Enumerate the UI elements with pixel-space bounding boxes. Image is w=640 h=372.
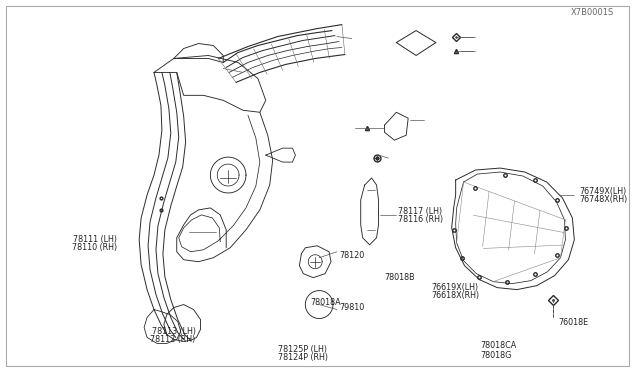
Text: 76749X(LH): 76749X(LH) bbox=[579, 187, 627, 196]
Text: 78018CA: 78018CA bbox=[481, 341, 516, 350]
Text: 78113 (LH): 78113 (LH) bbox=[152, 327, 196, 336]
Text: 78117 (LH): 78117 (LH) bbox=[398, 208, 442, 217]
Text: 78018G: 78018G bbox=[481, 351, 512, 360]
Text: 78125P (LH): 78125P (LH) bbox=[278, 345, 326, 354]
Text: 78120: 78120 bbox=[339, 251, 364, 260]
Text: 78116 (RH): 78116 (RH) bbox=[398, 215, 444, 224]
Text: 78111 (LH): 78111 (LH) bbox=[74, 235, 117, 244]
Text: 79810: 79810 bbox=[339, 303, 364, 312]
Text: 78124P (RH): 78124P (RH) bbox=[278, 353, 328, 362]
Text: 76619X(LH): 76619X(LH) bbox=[431, 283, 478, 292]
Text: 78112 (RH): 78112 (RH) bbox=[150, 335, 196, 344]
Text: X7B0001S: X7B0001S bbox=[571, 8, 614, 17]
Text: 76618X(RH): 76618X(RH) bbox=[431, 291, 479, 300]
Text: 78018A: 78018A bbox=[310, 298, 341, 307]
Text: 76748X(RH): 76748X(RH) bbox=[579, 195, 628, 205]
Text: 76018E: 76018E bbox=[559, 318, 589, 327]
Text: 78018B: 78018B bbox=[385, 273, 415, 282]
Text: 78110 (RH): 78110 (RH) bbox=[72, 243, 117, 252]
